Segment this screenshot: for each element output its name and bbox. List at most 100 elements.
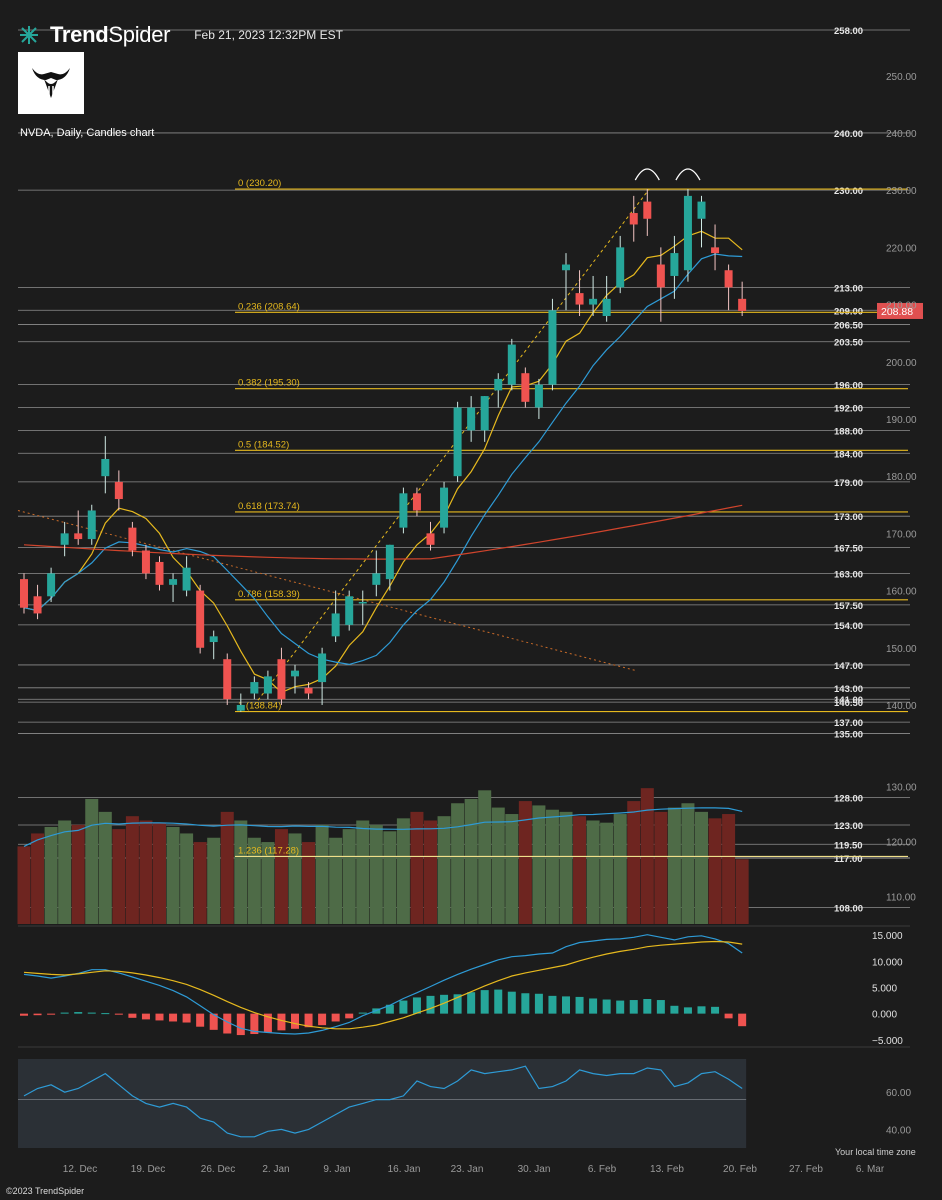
volume-bar bbox=[437, 816, 451, 924]
volume-pane: 128.00 123.00 119.50 117.00 108.00 1.236 (117… bbox=[17, 783, 917, 927]
candle-body bbox=[101, 459, 110, 477]
volume-bar bbox=[410, 811, 424, 924]
volume-bar bbox=[58, 820, 72, 924]
timestamp: Feb 21, 2023 12:32PM EST bbox=[194, 28, 343, 42]
fib-label: 0.382 (195.30) bbox=[238, 378, 300, 389]
macd-histogram-bar bbox=[643, 999, 652, 1014]
macd-histogram-bar bbox=[548, 995, 557, 1014]
level-label: 188.00 bbox=[834, 426, 863, 437]
volume-bar bbox=[274, 829, 288, 924]
candle-body bbox=[331, 613, 340, 637]
volume-bar bbox=[681, 803, 695, 924]
macd-histogram-bar bbox=[263, 1013, 272, 1033]
candle-body bbox=[426, 533, 435, 545]
macd-histogram-bar bbox=[480, 990, 489, 1014]
volume-bar bbox=[315, 824, 329, 924]
candle-body bbox=[399, 493, 408, 528]
macd-tick-label: −5.000 bbox=[872, 1036, 903, 1047]
level-label: 196.00 bbox=[834, 381, 863, 392]
x-tick-label: 9. Jan bbox=[323, 1164, 350, 1175]
macd-histogram-bar bbox=[507, 991, 516, 1014]
candle-body bbox=[250, 682, 259, 694]
volume-bar bbox=[261, 842, 275, 924]
candle-body bbox=[114, 481, 123, 500]
macd-histogram-bar bbox=[250, 1013, 259, 1035]
level-label: 192.00 bbox=[834, 404, 863, 415]
level-label: 163.00 bbox=[834, 569, 863, 580]
macd-histogram-bar bbox=[711, 1006, 720, 1014]
price-tick-label: 150.00 bbox=[886, 644, 917, 655]
macd-histogram-bar bbox=[697, 1006, 706, 1014]
candle-body bbox=[548, 310, 557, 385]
macd-histogram-bar bbox=[277, 1013, 286, 1031]
candle-body bbox=[169, 579, 178, 585]
header: TrendSpider Feb 21, 2023 12:32PM EST bbox=[18, 22, 343, 48]
x-tick-label: 30. Jan bbox=[518, 1164, 551, 1175]
x-tick-label: 20. Feb bbox=[723, 1164, 757, 1175]
volume-bar bbox=[193, 842, 207, 924]
macd-histogram-bar bbox=[467, 992, 476, 1014]
last-price-label: 208.88 bbox=[881, 306, 913, 318]
symbol-title: NVDA, Daily, Candles chart bbox=[20, 127, 155, 139]
volume-bar bbox=[98, 811, 112, 924]
x-tick-label: 27. Feb bbox=[789, 1164, 823, 1175]
volume-bar bbox=[71, 824, 85, 924]
volume-bar bbox=[600, 822, 614, 924]
sma-fast-line bbox=[23, 230, 743, 694]
rally-trendline bbox=[253, 188, 650, 706]
volume-bar bbox=[735, 859, 749, 924]
price-tick-label: 190.00 bbox=[886, 415, 917, 426]
rsi-tick-label: 40.00 bbox=[886, 1125, 911, 1136]
price-tick-label: 140.00 bbox=[886, 701, 917, 712]
macd-histogram-bar bbox=[114, 1013, 123, 1015]
price-candles: 208.88 bbox=[20, 189, 923, 712]
volume-bar bbox=[302, 842, 316, 924]
candle-body bbox=[277, 659, 286, 700]
candle-body bbox=[412, 493, 421, 511]
double-top-arc bbox=[634, 168, 660, 181]
volume-bar bbox=[369, 824, 383, 924]
volume-level-label: 123.00 bbox=[834, 821, 863, 832]
volume-bar bbox=[125, 816, 139, 924]
candle-body bbox=[223, 659, 232, 700]
candle-body bbox=[683, 195, 692, 271]
level-label: 173.00 bbox=[834, 512, 863, 523]
fib-label: 1 (138.84) bbox=[238, 701, 281, 712]
volume-bar bbox=[247, 837, 261, 924]
macd-line bbox=[23, 934, 743, 1035]
volume-bar bbox=[532, 805, 546, 924]
volume-bar bbox=[695, 811, 708, 924]
x-tick-label: 23. Jan bbox=[451, 1164, 484, 1175]
moving-averages bbox=[23, 230, 743, 694]
brand-bold: Trend bbox=[50, 22, 109, 47]
candle-body bbox=[155, 561, 164, 585]
level-label: 203.50 bbox=[834, 338, 863, 349]
volume-bar bbox=[667, 807, 681, 924]
candle-body bbox=[33, 596, 42, 614]
volume-bar bbox=[166, 826, 180, 924]
macd-tick-label: 0.000 bbox=[872, 1010, 897, 1021]
candle-body bbox=[656, 264, 665, 288]
macd-histogram-bar bbox=[602, 999, 611, 1014]
level-label: 184.00 bbox=[834, 449, 863, 460]
volume-tick-label: 130.00 bbox=[886, 783, 917, 794]
level-label: 179.00 bbox=[834, 478, 863, 489]
volume-bar bbox=[478, 790, 492, 924]
candle-body bbox=[196, 590, 205, 648]
macd-histogram-bar bbox=[196, 1013, 205, 1027]
macd-signal-line bbox=[23, 940, 743, 1030]
bull-icon bbox=[32, 68, 70, 98]
price-tick-label: 240.00 bbox=[886, 129, 917, 140]
macd-tick-label: 10.000 bbox=[872, 957, 903, 968]
price-tick-label: 210.00 bbox=[886, 301, 917, 312]
fib-label: 0 (230.20) bbox=[238, 178, 281, 189]
macd-tick-label: 15.000 bbox=[872, 931, 903, 942]
candle-body bbox=[385, 544, 394, 580]
volume-bar bbox=[329, 837, 343, 924]
candle-body bbox=[711, 247, 720, 254]
price-tick-label: 250.00 bbox=[886, 72, 917, 83]
horizontal-levels: 258.00 240.00 230.00 213.00 209.00 206.50 203.… bbox=[18, 26, 910, 741]
candle-body bbox=[589, 298, 598, 305]
volume-bar bbox=[464, 798, 478, 924]
macd-histogram-bar bbox=[385, 1004, 394, 1014]
